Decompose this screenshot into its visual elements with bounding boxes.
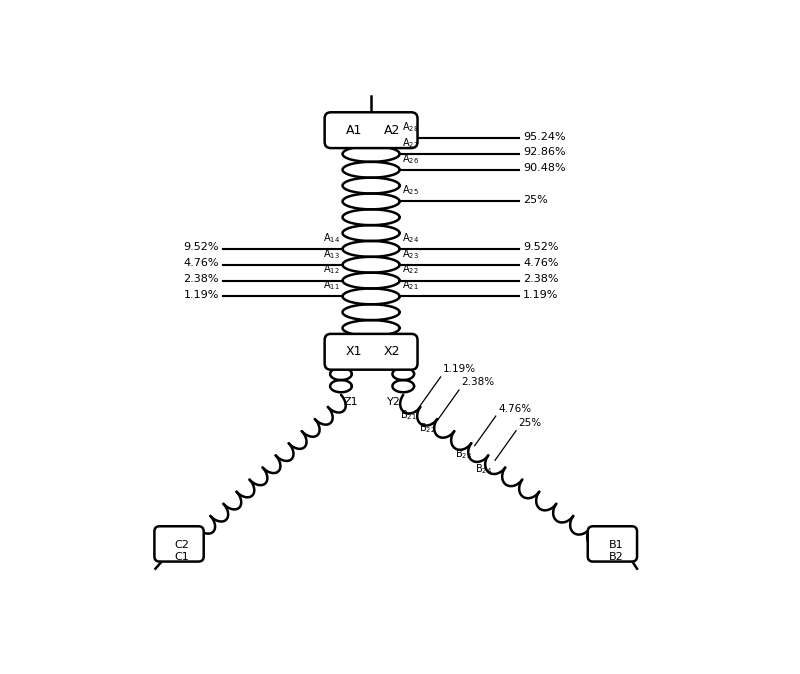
Text: A$_{12}$: A$_{12}$: [323, 263, 340, 276]
Text: A$_{21}$: A$_{21}$: [402, 278, 419, 293]
Text: 25%: 25%: [518, 418, 542, 428]
Text: A$_{14}$: A$_{14}$: [323, 231, 340, 245]
Text: 2.38%: 2.38%: [462, 377, 494, 388]
Text: A$_{26}$: A$_{26}$: [402, 152, 419, 166]
Text: Z2: Z2: [343, 353, 358, 363]
Text: Y1: Y1: [386, 353, 401, 363]
FancyBboxPatch shape: [588, 526, 637, 561]
Text: A$_{23}$: A$_{23}$: [402, 247, 419, 261]
Text: B2: B2: [609, 552, 624, 562]
Text: X2: X2: [383, 345, 400, 359]
Text: A1: A1: [346, 124, 362, 137]
Text: B1: B1: [610, 541, 624, 551]
Text: A$_{22}$: A$_{22}$: [402, 263, 419, 276]
Text: 9.52%: 9.52%: [183, 243, 219, 252]
Text: Z1: Z1: [343, 398, 358, 408]
Text: 9.52%: 9.52%: [523, 243, 558, 252]
Text: 2.38%: 2.38%: [523, 274, 558, 284]
Text: 1.19%: 1.19%: [443, 365, 476, 374]
FancyBboxPatch shape: [325, 334, 418, 370]
Text: 2.38%: 2.38%: [183, 274, 219, 284]
Text: A$_{28}$: A$_{28}$: [402, 120, 419, 134]
Text: 92.86%: 92.86%: [523, 148, 566, 157]
Text: Y2: Y2: [386, 398, 401, 408]
Text: 90.48%: 90.48%: [523, 163, 566, 173]
Text: C1: C1: [174, 552, 189, 562]
Text: A$_{27}$: A$_{27}$: [402, 136, 419, 150]
Text: A2: A2: [384, 124, 400, 137]
Text: 4.76%: 4.76%: [523, 258, 558, 268]
Text: 4.76%: 4.76%: [183, 258, 219, 268]
Text: B$_{23}$: B$_{23}$: [455, 448, 472, 461]
FancyBboxPatch shape: [325, 113, 418, 148]
Text: 1.19%: 1.19%: [523, 290, 558, 300]
Text: A$_{25}$: A$_{25}$: [402, 183, 419, 197]
Text: A$_{11}$: A$_{11}$: [323, 278, 340, 293]
Text: 95.24%: 95.24%: [523, 131, 566, 142]
Text: A$_{13}$: A$_{13}$: [323, 247, 340, 261]
Text: 4.76%: 4.76%: [498, 404, 531, 414]
FancyBboxPatch shape: [154, 526, 204, 561]
Text: B$_{24}$: B$_{24}$: [475, 462, 493, 476]
Text: X1: X1: [346, 345, 362, 359]
Text: 25%: 25%: [523, 195, 548, 205]
Text: 1.19%: 1.19%: [184, 290, 219, 300]
Text: A$_{24}$: A$_{24}$: [402, 231, 419, 245]
Text: B$_{22}$: B$_{22}$: [418, 421, 435, 435]
Text: C2: C2: [174, 541, 189, 551]
Text: B$_{21}$: B$_{21}$: [400, 408, 417, 422]
